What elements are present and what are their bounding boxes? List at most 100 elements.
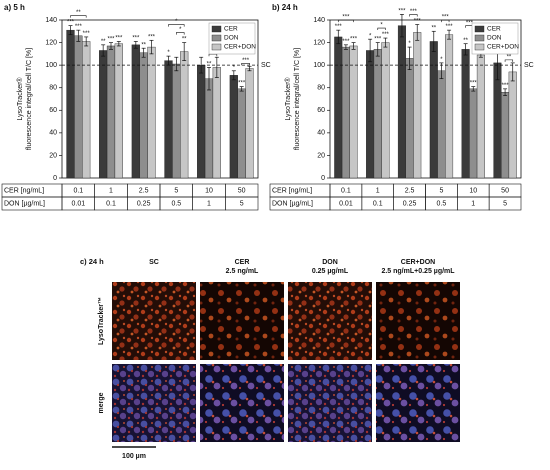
- significance-bracket: [70, 15, 87, 18]
- bar: [82, 41, 91, 179]
- y-tick-label: 140: [45, 17, 57, 24]
- legend-label: CER+DON: [224, 44, 256, 51]
- y-tick-label: 80: [49, 85, 57, 92]
- bar: [229, 75, 238, 179]
- column-title: DON: [322, 259, 338, 266]
- error-bar: [76, 29, 81, 42]
- bar: [381, 42, 390, 179]
- error-bar: [399, 14, 404, 38]
- significance-label: ***: [414, 19, 422, 25]
- table-cell-text: 0.1: [341, 187, 351, 194]
- error-bar: [182, 42, 187, 61]
- bar: [413, 32, 422, 179]
- error-bar: [141, 47, 146, 58]
- column-title: CER+DON: [401, 259, 435, 266]
- y-tick-label: 140: [313, 17, 325, 24]
- y-tick-label: 60: [49, 107, 57, 114]
- significance-label: ***: [107, 37, 115, 43]
- error-bar: [336, 29, 341, 45]
- bar: [180, 51, 189, 179]
- table-cell-text: 5: [174, 187, 178, 194]
- error-bar: [375, 42, 380, 57]
- y-axis-title: LysoTracker®: [284, 77, 292, 121]
- micrograph-shade: [288, 282, 372, 360]
- y-tick-label: 0: [53, 175, 57, 182]
- y-tick-label: 60: [317, 107, 325, 114]
- error-bar: [214, 56, 219, 78]
- significance-label: *: [167, 50, 170, 56]
- y-tick-label: 100: [313, 62, 325, 69]
- micrograph-shade: [200, 282, 284, 360]
- error-bar: [510, 62, 515, 82]
- error-bar: [471, 86, 476, 92]
- table-row-label: CER [ng/mL]: [4, 187, 44, 194]
- bar: [197, 64, 206, 179]
- micrograph-shade: [288, 364, 372, 442]
- bracket-label: ***: [442, 15, 450, 21]
- bar: [139, 52, 148, 179]
- significance-label: ***: [398, 8, 406, 14]
- y-axis-title: fluorescence integral/cell T/C [%]: [26, 48, 33, 150]
- scale-bar-label: 100 µm: [122, 453, 146, 460]
- bracket-label: **: [76, 10, 81, 16]
- bar: [501, 92, 510, 179]
- table-cell-text: 2.5: [405, 187, 415, 194]
- table-row-label: DON [µg/mL]: [272, 200, 313, 207]
- bar: [334, 36, 343, 179]
- bar: [212, 67, 221, 179]
- y-tick-label: 100: [45, 62, 57, 69]
- significance-label: ***: [335, 24, 343, 30]
- table-cell-text: 1: [471, 200, 475, 207]
- error-bar: [343, 44, 348, 50]
- bar: [437, 70, 446, 179]
- error-bar: [407, 46, 412, 71]
- micrograph: [376, 364, 460, 442]
- error-bar: [415, 24, 420, 41]
- y-tick-label: 0: [321, 175, 325, 182]
- reference-label: SC: [261, 62, 271, 69]
- bracket-label: **: [507, 54, 512, 60]
- bracket-label: ***: [466, 20, 474, 26]
- error-bar: [368, 38, 373, 63]
- micrograph-shade: [200, 364, 284, 442]
- panel-title: c) 24 h: [80, 257, 104, 266]
- error-bar: [503, 88, 508, 96]
- bar: [508, 71, 517, 179]
- error-bar: [109, 42, 113, 50]
- bar: [445, 34, 454, 179]
- error-bar: [207, 67, 211, 91]
- micrograph-shade: [112, 364, 196, 442]
- bar: [245, 68, 254, 179]
- table-cell-text: 1: [376, 187, 380, 194]
- column-subtitle: 2.5 ng/mL: [226, 268, 259, 275]
- bar: [106, 45, 116, 179]
- significance-label: ***: [374, 37, 382, 43]
- plot-frame: [61, 19, 259, 179]
- error-bar: [133, 41, 138, 49]
- error-bar: [383, 37, 388, 48]
- significance-label: **: [141, 42, 146, 48]
- error-bar: [116, 41, 121, 47]
- y-tick-label: 20: [49, 152, 57, 159]
- column-subtitle: 2.5 ng/mL+0.25 µg/mL: [381, 268, 455, 275]
- significance-label: ***: [238, 81, 246, 87]
- error-bar: [68, 25, 73, 36]
- significance-label: ***: [83, 31, 91, 37]
- bar: [461, 49, 470, 179]
- bar: [469, 88, 478, 179]
- bar: [366, 50, 375, 179]
- bar: [237, 88, 246, 179]
- table-cell-text: 50: [238, 187, 246, 194]
- significance-label: **: [431, 25, 436, 31]
- table-cell-text: 10: [469, 187, 477, 194]
- table-cell: [225, 196, 259, 211]
- significance-label: ***: [115, 36, 123, 42]
- micrograph: [112, 282, 196, 360]
- significance-label: ***: [502, 83, 510, 89]
- significance-label: ***: [446, 24, 454, 30]
- micrograph-shade: [112, 282, 196, 360]
- y-tick-label: 120: [313, 39, 325, 46]
- bracket-label: *: [175, 19, 178, 25]
- reference-label: SC: [524, 62, 534, 69]
